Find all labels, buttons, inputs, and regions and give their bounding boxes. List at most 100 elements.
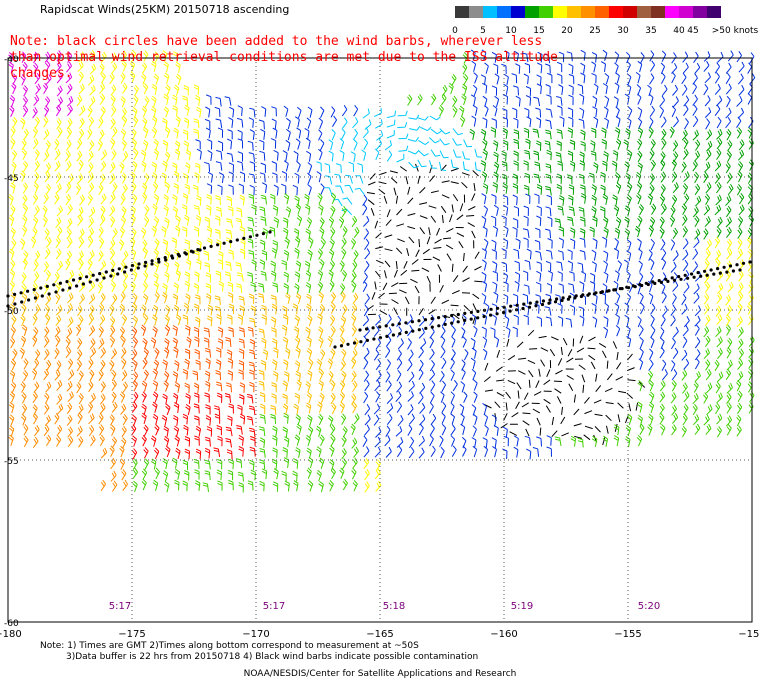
contamination-circle — [171, 256, 175, 260]
legend-swatch — [553, 6, 567, 18]
legend-swatch — [693, 6, 707, 18]
contamination-circles-layer — [6, 230, 752, 349]
contamination-circle — [391, 323, 395, 327]
contamination-circle — [489, 307, 493, 311]
contamination-circle — [124, 265, 128, 269]
contamination-circle — [560, 298, 564, 303]
legend-label: 5 — [480, 26, 486, 36]
legend-label: 15 — [533, 26, 545, 36]
contamination-circle — [553, 300, 558, 304]
contamination-circle — [371, 326, 375, 330]
contamination-circle — [391, 333, 395, 337]
lon-tick-label: −150 — [738, 629, 760, 640]
contamination-circle — [587, 292, 591, 296]
contamination-circle — [496, 306, 500, 310]
contamination-circle — [365, 338, 369, 342]
contamination-circle — [339, 344, 344, 348]
contamination-circle — [157, 260, 161, 264]
contamination-circle — [102, 276, 106, 280]
contamination-circle — [417, 319, 421, 323]
contamination-circle — [116, 272, 120, 276]
contamination-circle — [410, 320, 414, 324]
contamination-circle — [68, 286, 72, 290]
contamination-circle — [646, 282, 650, 287]
contamination-circle — [672, 278, 677, 282]
longitude-labels: −180 −175 −170 −165 −160 −155 −150 — [0, 629, 760, 640]
contamination-circle — [664, 277, 668, 281]
contamination-circle — [463, 318, 467, 322]
legend-label: 10 — [505, 26, 517, 36]
contamination-circle — [703, 269, 707, 273]
contamination-circle — [144, 260, 148, 264]
contamination-circle — [613, 288, 618, 292]
contamination-circle — [653, 281, 657, 285]
wind-barbs-layer — [8, 49, 756, 493]
contamination-circle — [437, 324, 441, 328]
contamination-circle — [91, 273, 95, 277]
lat-tick-label: -55 — [4, 457, 19, 467]
contamination-circle — [679, 277, 683, 281]
time-label: 5:18 — [383, 601, 405, 612]
contamination-circle — [463, 311, 467, 315]
contamination-circle — [346, 342, 350, 346]
contamination-circle — [735, 263, 739, 267]
lon-tick-label: −160 — [490, 629, 517, 640]
contamination-circle — [581, 293, 585, 297]
legend-swatch — [469, 6, 483, 18]
contamination-circle — [548, 298, 552, 302]
contamination-circle — [509, 304, 513, 308]
wind-barb-group — [469, 126, 755, 240]
legend-swatch — [637, 6, 651, 18]
contamination-circle — [728, 264, 733, 268]
legend-label: 35 — [645, 26, 657, 36]
contamination-circle — [521, 306, 525, 311]
contamination-circle — [20, 300, 24, 304]
contamination-circle — [469, 310, 473, 314]
contamination-circle — [683, 273, 687, 277]
contamination-circle — [85, 275, 89, 279]
contamination-circle — [40, 294, 44, 298]
contamination-circle — [81, 282, 85, 286]
contamination-circle — [222, 241, 226, 245]
contamination-circle — [39, 286, 43, 290]
contamination-circle — [163, 256, 167, 260]
lon-tick-label: −165 — [366, 629, 393, 640]
contamination-circle — [54, 290, 58, 294]
wind-barb-group — [316, 108, 483, 216]
legend-swatch — [609, 6, 623, 18]
legend-swatch — [679, 6, 693, 18]
legend-label: 40 — [673, 26, 685, 36]
contamination-circle — [547, 301, 551, 305]
legend-swatch — [539, 6, 553, 18]
contamination-circle — [150, 262, 154, 266]
contamination-circle — [404, 330, 408, 334]
contamination-circle — [32, 288, 36, 292]
contamination-circle — [527, 305, 532, 309]
time-label: 5:19 — [511, 601, 533, 612]
contamination-circle — [450, 321, 454, 325]
contamination-circle — [561, 296, 565, 300]
contamination-circle — [397, 322, 401, 326]
contamination-circle — [385, 334, 389, 338]
contamination-circle — [384, 324, 388, 328]
contamination-circle — [748, 260, 752, 264]
contamination-circle — [123, 270, 127, 274]
contamination-circle — [666, 279, 670, 283]
contamination-circle — [633, 285, 637, 289]
legend-units: >50 knots — [711, 26, 759, 36]
contamination-circle — [670, 276, 674, 280]
time-label: 5:20 — [638, 601, 660, 612]
legend-label: 20 — [561, 26, 573, 36]
contamination-circle — [129, 268, 133, 272]
legend-swatch — [525, 6, 539, 18]
contamination-circle — [150, 259, 154, 263]
contamination-circle — [555, 297, 559, 301]
contamination-circle — [95, 278, 99, 282]
contamination-circle — [417, 328, 421, 332]
contamination-circle — [540, 302, 545, 307]
contamination-circle — [268, 230, 272, 234]
contamination-circle — [437, 316, 441, 320]
contamination-circle — [13, 302, 17, 306]
contamination-circle — [508, 309, 512, 313]
footer-line-1: Note: 1) Times are GMT 2)Times along bot… — [40, 641, 419, 651]
